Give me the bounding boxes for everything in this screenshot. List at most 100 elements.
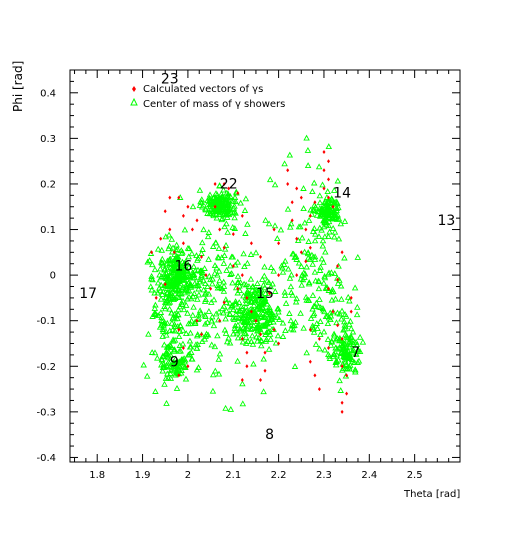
shower-center-point [260, 388, 267, 395]
shower-center-point [317, 304, 324, 310]
shower-center-point [220, 186, 227, 193]
shower-center-point [310, 311, 317, 318]
shower-center-point [271, 222, 279, 229]
shower-center-point [261, 263, 268, 270]
shower-center-point [305, 238, 312, 244]
gamma-vector-point [277, 273, 281, 278]
shower-center-point [325, 143, 333, 150]
shower-center-point [168, 235, 176, 242]
shower-center-point [293, 256, 300, 262]
shower-center-point [265, 345, 273, 352]
cluster-label: 7 [351, 345, 360, 361]
gamma-vector-point [231, 264, 235, 268]
shower-center-point [255, 303, 262, 310]
shower-center-point [210, 296, 218, 303]
shower-center-point [181, 363, 188, 370]
shower-center-point [212, 195, 220, 202]
shower-center-point [314, 325, 321, 332]
shower-center-point [182, 330, 190, 337]
shower-center-point [140, 361, 147, 368]
shower-center-point [222, 315, 229, 322]
y-tick-label: 0.2 [40, 179, 56, 190]
shower-center-point [335, 204, 342, 211]
shower-center-point [354, 253, 362, 260]
shower-center-point [196, 307, 204, 314]
shower-center-point [166, 305, 173, 312]
cluster-label: 16 [174, 259, 192, 275]
shower-center-point [328, 288, 336, 295]
shower-center-point [336, 377, 343, 384]
shower-center-point [167, 370, 174, 377]
gamma-vector-point [336, 264, 340, 268]
gamma-vector-point [177, 195, 181, 200]
shower-center-point [174, 293, 182, 300]
shower-center-point [169, 244, 177, 251]
shower-center-point [216, 350, 224, 357]
shower-center-point [168, 282, 176, 289]
gamma-vector-point [322, 168, 326, 173]
x-axis-title: Theta [rad] [403, 489, 460, 500]
shower-center-point [305, 296, 313, 303]
shower-center-point [195, 314, 202, 321]
shower-center-point [215, 206, 223, 213]
shower-center-point [213, 264, 220, 271]
shower-center-point [258, 342, 265, 349]
shower-center-point [249, 332, 256, 339]
shower-center-point [159, 288, 167, 295]
gamma-vector-point [277, 241, 281, 246]
shower-center-point [216, 277, 223, 284]
shower-center-point [287, 223, 294, 230]
shower-center-point [172, 360, 179, 367]
shower-center-point [326, 352, 333, 359]
shower-center-point [274, 332, 282, 339]
gamma-vector-point [308, 245, 312, 250]
x-tick-label: 1.9 [135, 470, 151, 481]
shower-center-point [145, 330, 152, 337]
shower-center-point [222, 211, 229, 218]
shower-center-point [338, 307, 346, 314]
shower-center-point [309, 322, 316, 329]
shower-center-point [201, 265, 208, 271]
shower-center-point [234, 357, 241, 364]
shower-center-point [311, 268, 319, 275]
gamma-vector-point [340, 400, 344, 405]
shower-center-point [313, 211, 321, 218]
shower-center-point [244, 220, 251, 227]
shower-center-point [224, 199, 232, 206]
shower-center-point [313, 320, 321, 326]
shower-center-point [292, 298, 300, 305]
shower-center-point [149, 261, 156, 268]
shower-center-point [347, 317, 354, 324]
shower-center-point [164, 265, 172, 272]
gamma-vector-point [181, 346, 185, 350]
shower-center-point [338, 337, 345, 344]
shower-center-point [311, 201, 318, 208]
shower-center-point [175, 333, 183, 340]
gamma-vector-point [154, 295, 158, 300]
y-tick-label: -0.2 [36, 362, 56, 373]
shower-center-point [239, 314, 247, 321]
gamma-vector-point [222, 182, 226, 186]
shower-center-point [178, 263, 185, 270]
shower-center-point [156, 271, 163, 278]
shower-center-point [173, 275, 180, 282]
shower-center-point [281, 160, 288, 167]
gamma-vector-point [327, 159, 330, 164]
shower-center-point [318, 205, 325, 212]
x-tick-label: 1.8 [89, 470, 105, 481]
shower-center-point [216, 182, 223, 189]
gamma-vector-point [290, 218, 294, 223]
shower-center-point [240, 323, 247, 330]
shower-center-point [205, 229, 213, 235]
shower-center-point [316, 199, 324, 206]
shower-center-point [322, 284, 330, 291]
shower-center-point [260, 355, 267, 362]
shower-center-point [184, 295, 191, 302]
shower-center-point [305, 216, 313, 223]
shower-center-point [157, 265, 164, 272]
shower-center-point [278, 262, 285, 269]
shower-center-point [180, 306, 188, 313]
shower-center-point [195, 364, 202, 371]
shower-center-point [265, 307, 272, 314]
shower-center-point [309, 324, 317, 331]
